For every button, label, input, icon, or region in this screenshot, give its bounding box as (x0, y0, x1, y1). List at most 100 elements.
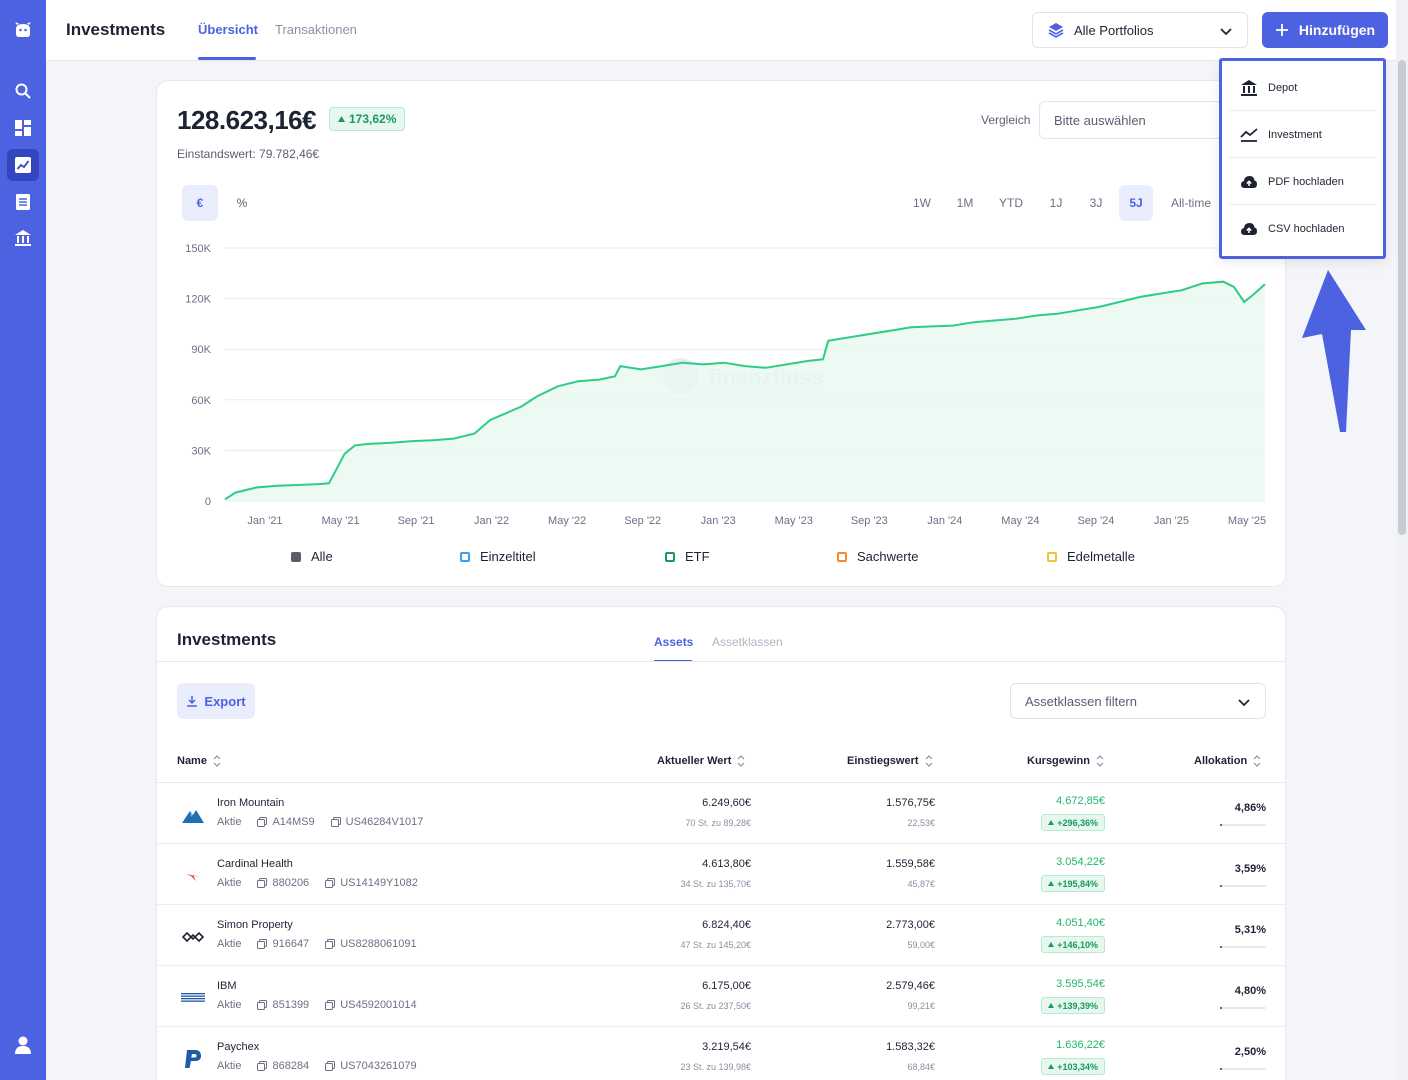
portfolio-select[interactable]: Alle Portfolios (1032, 12, 1248, 48)
tab-assets[interactable]: Assets (654, 635, 694, 649)
copy-icon[interactable] (257, 878, 268, 888)
asset-name[interactable]: Paychex (217, 1041, 260, 1053)
tab-underline (198, 57, 256, 60)
x-tick-label: Sep '21 (398, 515, 435, 527)
sidebar-search[interactable] (7, 75, 39, 107)
asset-name[interactable]: Simon Property (217, 919, 293, 931)
range-alltime-button[interactable]: All-time (1171, 196, 1212, 210)
asset-type: Aktie (217, 877, 242, 889)
column-header-current-value[interactable]: Aktueller Wert (657, 755, 745, 767)
legend-item-sachwerte[interactable]: Sachwerte (837, 549, 918, 564)
x-tick-label: May '21 (321, 515, 359, 527)
table-row[interactable]: Simon Property Aktie 916647 US8288061091 6.8… (157, 905, 1285, 966)
menu-item-label: Depot (1268, 81, 1298, 94)
asset-type: Aktie (217, 999, 242, 1011)
current-value: 3.219,54€ (702, 1041, 751, 1053)
tab-transactions[interactable]: Transaktionen (275, 22, 357, 37)
scrollbar[interactable] (1396, 0, 1408, 1080)
range-3j-button[interactable]: 3J (1089, 196, 1103, 210)
sort-icon (925, 755, 932, 767)
export-button[interactable]: Export (177, 683, 255, 719)
allocation-bar-fill (1220, 885, 1222, 887)
scrollbar-thumb[interactable] (1398, 60, 1406, 535)
copy-icon[interactable] (257, 939, 268, 949)
asset-class-filter[interactable]: Assetklassen filtern (1010, 683, 1266, 719)
price-gain-badge: +195,84% (1041, 875, 1105, 892)
copy-icon[interactable] (257, 1000, 268, 1010)
price-gain-badge: +146,10% (1041, 936, 1105, 953)
column-header-entry-value[interactable]: Einstiegswert (847, 755, 933, 767)
legend-swatch (665, 551, 675, 562)
table-row[interactable]: Cardinal Health Aktie 880206 US14149Y1082 4.… (157, 844, 1285, 905)
compare-label: Vergleich (981, 113, 1031, 127)
tab-overview[interactable]: Übersicht (198, 22, 258, 37)
table-row[interactable]: IBM Aktie 851399 US4592001014 6.175,00€ 26 St… (157, 966, 1285, 1027)
unit-euro-button[interactable]: € (182, 185, 218, 221)
entry-value-detail: 68,84€ (907, 1062, 935, 1072)
copy-icon[interactable] (325, 1061, 336, 1071)
allocation-value: 4,80% (1234, 985, 1266, 997)
y-tick-label: 120K (185, 294, 211, 306)
bank-icon (1241, 79, 1257, 96)
sidebar-dashboard[interactable] (7, 112, 39, 144)
column-header-name[interactable]: Name (177, 755, 221, 767)
sidebar-investments[interactable] (7, 149, 39, 181)
triangle-up-icon (1048, 1064, 1055, 1069)
entry-value: 1.576,75€ (886, 797, 935, 809)
price-gain-percent: +139,39% (1057, 1000, 1098, 1011)
price-gain-badge: +139,39% (1041, 997, 1105, 1014)
price-gain-percent: +195,84% (1057, 878, 1098, 889)
copy-icon[interactable] (325, 878, 336, 888)
column-header-gain[interactable]: Kursgewinn (1027, 755, 1104, 767)
legend-item-edelmetalle[interactable]: Edelmetalle (1047, 549, 1135, 564)
legend-item-etf[interactable]: ETF (665, 549, 710, 564)
menu-item-depot[interactable]: Depot (1228, 65, 1377, 111)
y-tick-label: 90K (191, 344, 211, 356)
column-header-allocation[interactable]: Allokation (1194, 755, 1261, 767)
asset-name[interactable]: Iron Mountain (217, 797, 285, 809)
range-5j-button[interactable]: 5J (1119, 185, 1153, 221)
copy-icon[interactable] (257, 817, 268, 827)
search-icon (15, 83, 31, 99)
sidebar (0, 0, 46, 1080)
menu-item-investment[interactable]: Investment (1228, 112, 1377, 158)
triangle-up-icon (1048, 820, 1055, 825)
triangle-up-icon (1048, 881, 1055, 886)
copy-icon[interactable] (257, 1061, 268, 1071)
table-row[interactable]: Paychex Aktie 868284 US7043261079 3.219,54€ 2… (157, 1027, 1285, 1080)
copy-icon[interactable] (325, 939, 336, 949)
user-icon[interactable] (13, 1035, 33, 1055)
asset-isin: US7043261079 (340, 1060, 417, 1072)
asset-name[interactable]: Cardinal Health (217, 858, 293, 870)
series-line (224, 280, 1266, 501)
asset-type: Aktie (217, 816, 242, 828)
legend-item-alle[interactable]: Alle (291, 549, 333, 564)
menu-item-csv-upload[interactable]: CSV hochladen (1228, 206, 1377, 252)
range-1m-button[interactable]: 1M (956, 196, 974, 210)
legend-item-einzeltitel[interactable]: Einzeltitel (460, 549, 536, 564)
allocation-value: 3,59% (1234, 863, 1266, 875)
column-header-label: Kursgewinn (1027, 755, 1090, 767)
unit-percent-button[interactable]: % (236, 196, 248, 210)
allocation-bar-fill (1220, 1068, 1222, 1070)
range-1w-button[interactable]: 1W (913, 196, 931, 210)
sidebar-transactions[interactable] (7, 186, 39, 218)
column-header-label: Aktueller Wert (657, 755, 732, 767)
compare-select[interactable]: Bitte auswählen (1039, 101, 1219, 139)
range-1j-button[interactable]: 1J (1049, 196, 1063, 210)
x-tick-label: May '23 (775, 515, 813, 527)
add-button[interactable]: Hinzufügen (1262, 12, 1388, 48)
sidebar-accounts[interactable] (7, 222, 39, 254)
allocation-bar (1220, 1068, 1266, 1070)
table-row[interactable]: Iron Mountain Aktie A14MS9 US46284V1017 6.24… (157, 783, 1285, 844)
copy-icon[interactable] (330, 817, 341, 827)
x-tick-label: Jan '22 (474, 515, 509, 527)
finanzfluss-logo-icon[interactable] (13, 20, 33, 40)
range-ytd-button[interactable]: YTD (999, 196, 1023, 210)
menu-item-pdf-upload[interactable]: PDF hochladen (1228, 159, 1377, 205)
asset-name[interactable]: IBM (217, 980, 237, 992)
tab-asset-classes[interactable]: Assetklassen (712, 635, 783, 649)
copy-icon[interactable] (325, 1000, 336, 1010)
price-gain: 3.595,54€ (1056, 978, 1105, 990)
legend-label: Edelmetalle (1067, 549, 1135, 564)
